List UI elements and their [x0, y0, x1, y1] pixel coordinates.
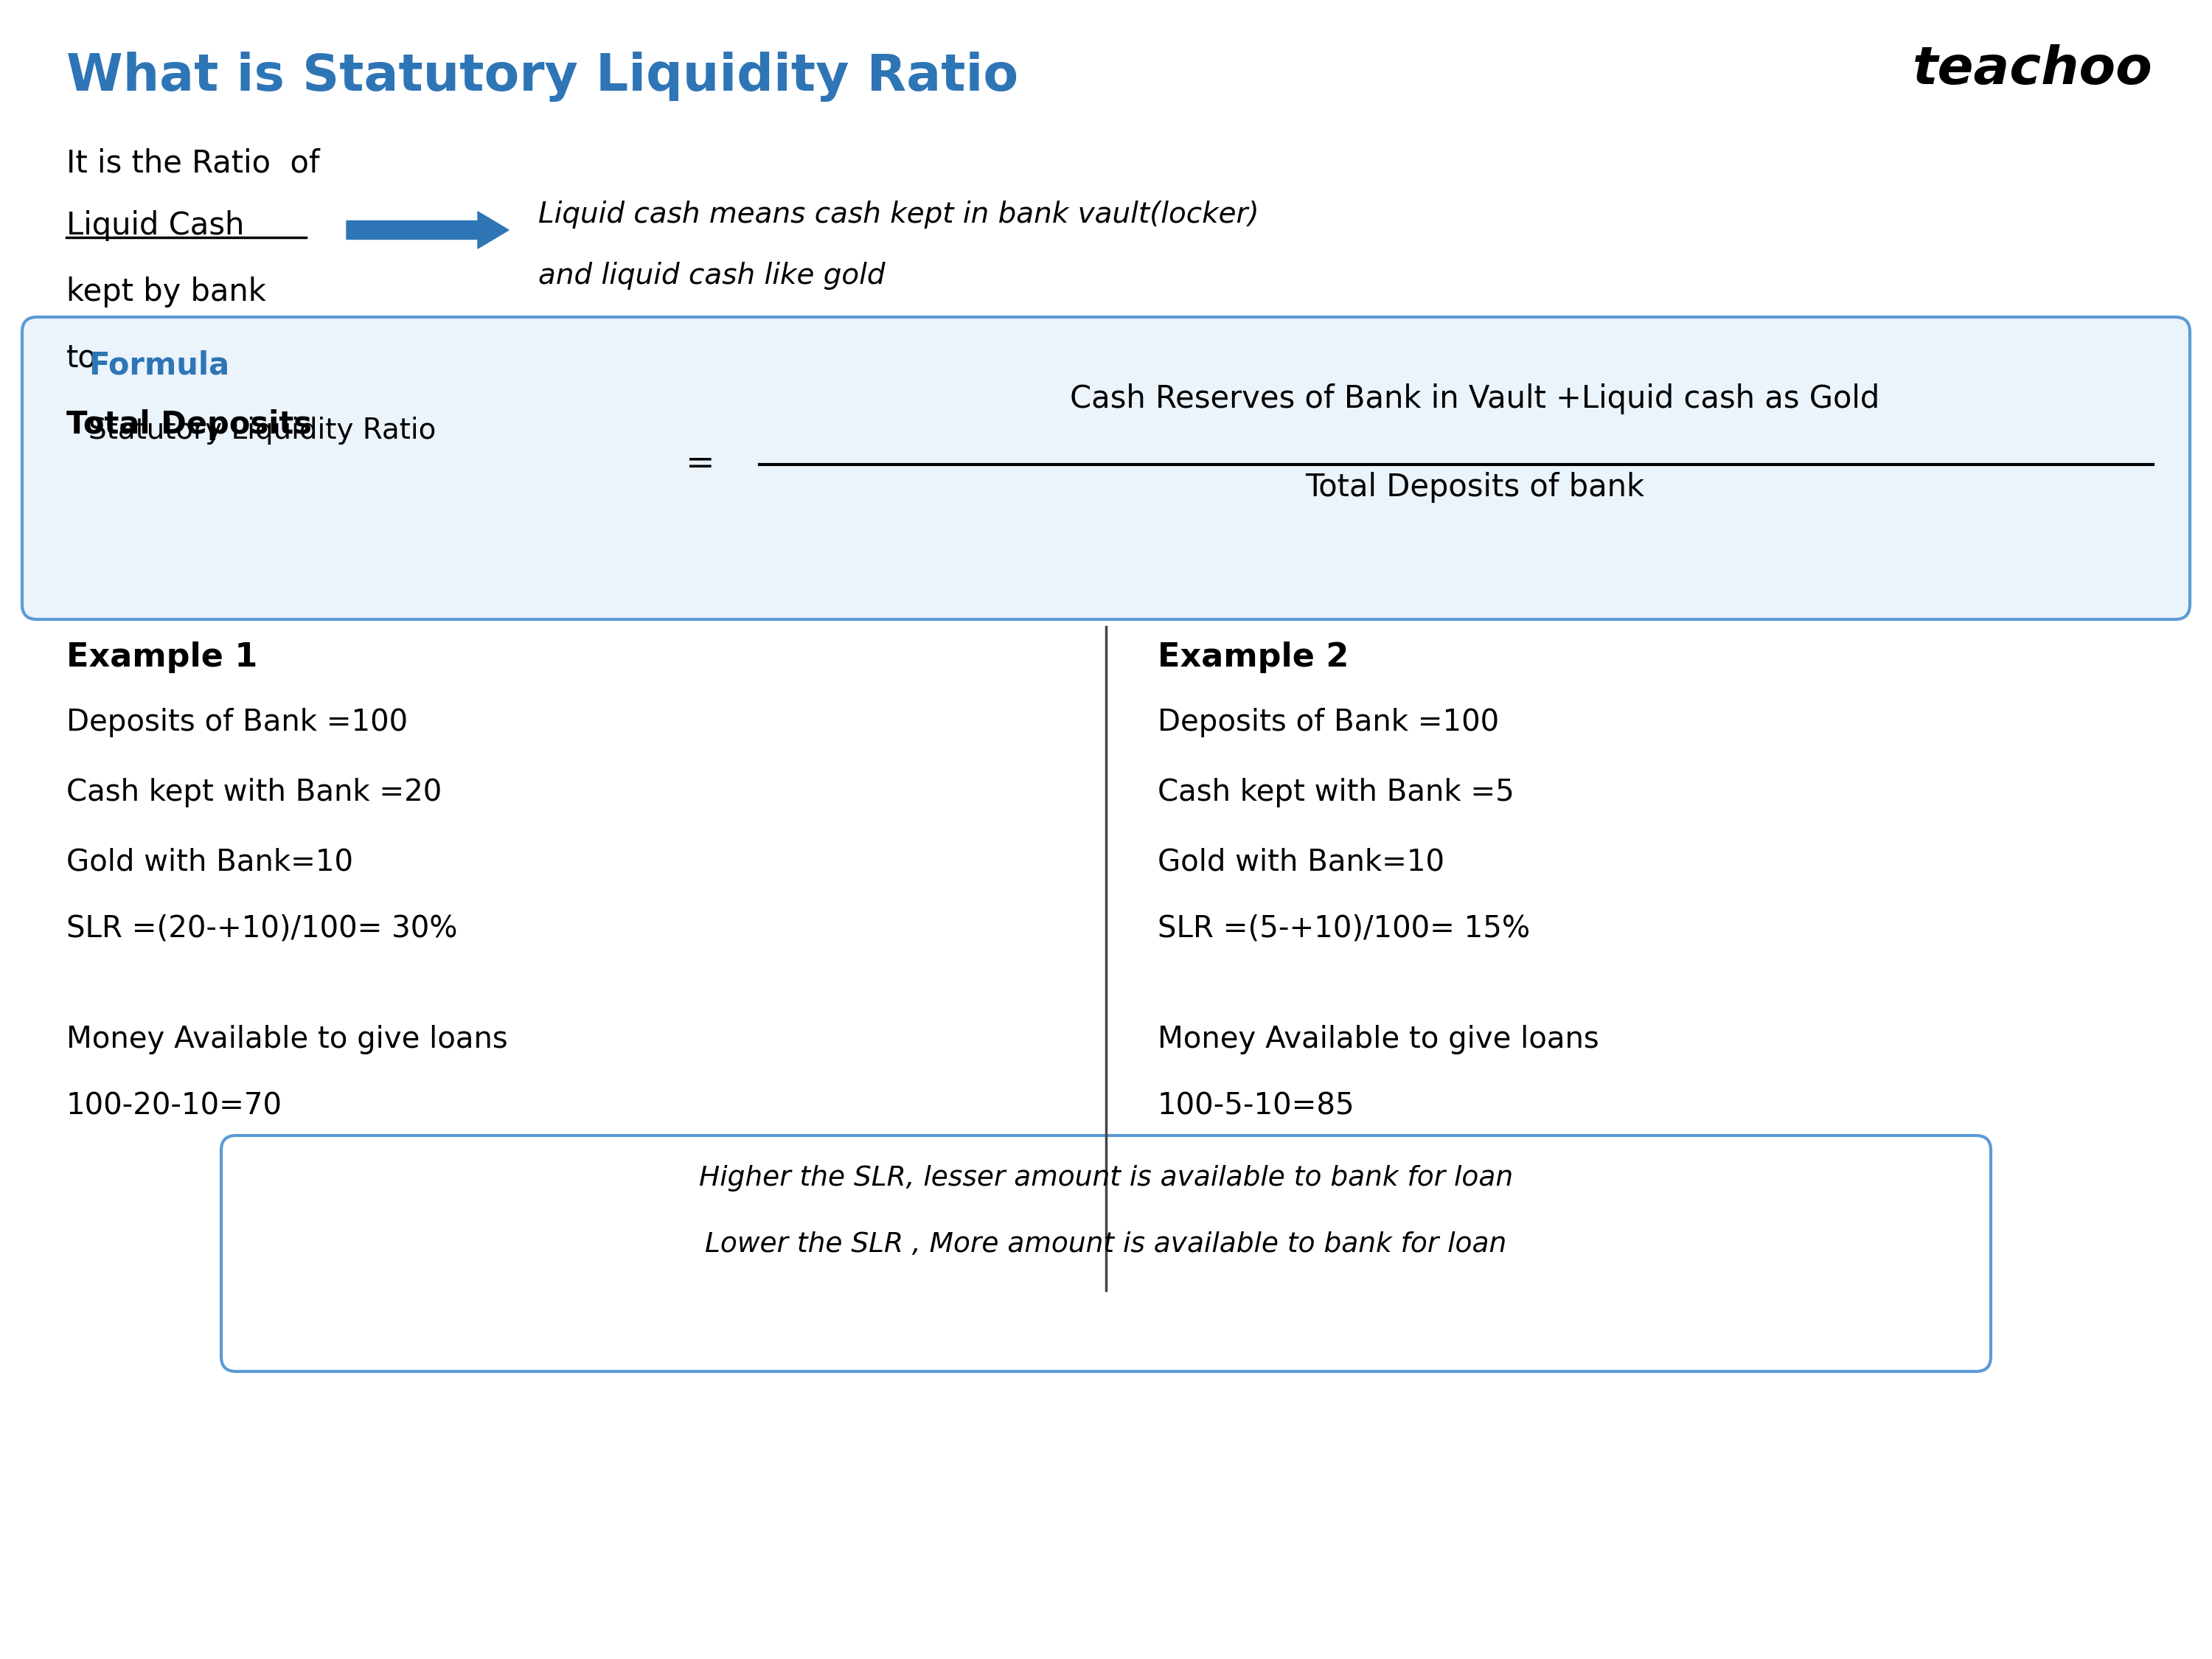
- Text: What is Statutory Liquidity Ratio: What is Statutory Liquidity Ratio: [66, 51, 1018, 101]
- Text: Total Deposits: Total Deposits: [66, 410, 312, 440]
- Text: kept by bank: kept by bank: [66, 277, 265, 307]
- Text: to: to: [66, 343, 97, 373]
- Text: Higher the SLR, lesser amount is available to bank for loan: Higher the SLR, lesser amount is availab…: [699, 1165, 1513, 1191]
- Text: Money Available to give loans: Money Available to give loans: [1157, 1025, 1599, 1055]
- Text: Statutory Liquidity Ratio: Statutory Liquidity Ratio: [88, 416, 436, 445]
- Text: 100-20-10=70: 100-20-10=70: [66, 1092, 283, 1121]
- Text: teachoo: teachoo: [1913, 45, 2152, 95]
- Text: 100-5-10=85: 100-5-10=85: [1157, 1092, 1356, 1121]
- Text: and liquid cash like gold: and liquid cash like gold: [538, 262, 885, 290]
- Text: Formula: Formula: [88, 350, 230, 382]
- Text: Deposits of Bank =100: Deposits of Bank =100: [66, 708, 407, 737]
- Text: Liquid Cash: Liquid Cash: [66, 211, 243, 241]
- Text: Total Deposits of bank: Total Deposits of bank: [1305, 471, 1644, 503]
- Text: Gold with Bank=10: Gold with Bank=10: [1157, 848, 1444, 878]
- Text: It is the Ratio  of: It is the Ratio of: [66, 148, 321, 179]
- Text: Cash kept with Bank =5: Cash kept with Bank =5: [1157, 778, 1515, 808]
- Text: Example 1: Example 1: [66, 642, 257, 674]
- Text: Cash Reserves of Bank in Vault +Liquid cash as Gold: Cash Reserves of Bank in Vault +Liquid c…: [1071, 383, 1880, 415]
- FancyArrow shape: [347, 212, 509, 249]
- Text: Liquid cash means cash kept in bank vault(locker): Liquid cash means cash kept in bank vaul…: [538, 201, 1259, 229]
- Text: Gold with Bank=10: Gold with Bank=10: [66, 848, 354, 878]
- Text: SLR =(20-+10)/100= 30%: SLR =(20-+10)/100= 30%: [66, 914, 458, 944]
- Text: Example 2: Example 2: [1157, 642, 1349, 674]
- Text: Lower the SLR , More amount is available to bank for loan: Lower the SLR , More amount is available…: [706, 1231, 1506, 1258]
- FancyBboxPatch shape: [221, 1135, 1991, 1372]
- Text: Cash kept with Bank =20: Cash kept with Bank =20: [66, 778, 442, 808]
- Text: Money Available to give loans: Money Available to give loans: [66, 1025, 509, 1055]
- Text: Deposits of Bank =100: Deposits of Bank =100: [1157, 708, 1500, 737]
- Text: =: =: [686, 448, 714, 481]
- FancyBboxPatch shape: [22, 317, 2190, 619]
- Text: SLR =(5-+10)/100= 15%: SLR =(5-+10)/100= 15%: [1157, 914, 1531, 944]
